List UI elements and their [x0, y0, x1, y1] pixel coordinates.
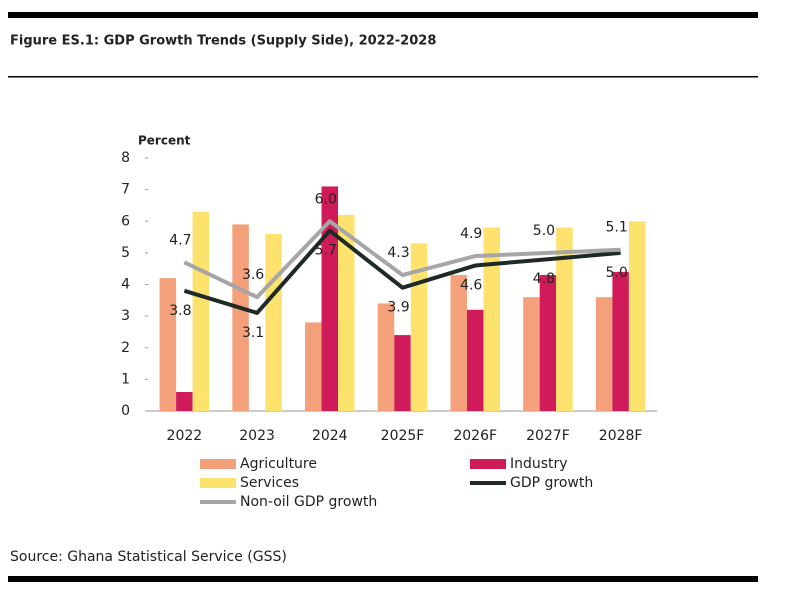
line [183, 219, 621, 300]
bar [377, 303, 395, 411]
x-tick-label: 2027F [526, 428, 570, 444]
bar [338, 214, 355, 411]
bar [612, 271, 629, 411]
data-label: 3.6 [242, 267, 264, 283]
legend-swatch [470, 459, 506, 469]
bar [466, 309, 484, 411]
bar [192, 211, 210, 411]
x-tick-label: 2022 [167, 428, 203, 444]
data-label: 4.3 [387, 245, 409, 261]
x-tick-label: 2023 [239, 428, 275, 444]
bar [539, 275, 557, 411]
data-label: 6.0 [315, 191, 337, 207]
bar [523, 297, 540, 411]
bottom-rule [8, 576, 758, 582]
y-tick-label: 0 [121, 403, 130, 419]
data-label: 3.8 [169, 303, 191, 319]
bar [483, 227, 500, 411]
data-label: 4.7 [169, 232, 191, 248]
data-label: 4.9 [460, 226, 482, 242]
y-tick-label: 3 [121, 308, 130, 324]
y-tick-label: 5 [121, 245, 130, 261]
y-tick-label: 2 [121, 340, 130, 356]
bar [321, 186, 339, 411]
x-tick-label: 2028F [599, 428, 643, 444]
y-tick-label: 6 [121, 213, 130, 229]
x-tick-label: 2025F [381, 428, 425, 444]
legend-label: Agriculture [240, 456, 317, 472]
legend-label: Non-oil GDP growth [240, 494, 377, 510]
bar [159, 278, 177, 411]
legend-swatch [200, 459, 236, 469]
x-tick-label: 2026F [453, 428, 497, 444]
bar [176, 392, 193, 411]
data-label: 4.6 [460, 278, 482, 294]
data-label: 4.8 [533, 271, 555, 287]
title-rule [8, 76, 758, 78]
bar [450, 275, 467, 411]
bar [305, 322, 322, 411]
y-tick-label: 1 [121, 371, 130, 387]
data-label: 3.1 [242, 325, 264, 341]
legend-label: Industry [510, 456, 568, 472]
bar [265, 233, 282, 411]
legend-label: GDP growth [510, 475, 593, 491]
chart-title: Figure ES.1: GDP Growth Trends (Supply S… [10, 34, 436, 49]
bar [394, 335, 411, 411]
y-tick-label: 8 [121, 150, 130, 166]
data-label: 5.7 [315, 243, 337, 259]
data-label: 5.1 [606, 220, 628, 236]
legend-swatch [200, 478, 236, 488]
bar [232, 224, 249, 411]
y-axis-label: Percent [138, 134, 191, 148]
bar [595, 297, 613, 411]
bar [556, 227, 573, 411]
source: Source: Ghana Statistical Service (GSS) [10, 549, 287, 565]
y-tick-label: 4 [121, 277, 130, 293]
data-label: 5.0 [606, 265, 628, 281]
y-tick-label: 7 [121, 182, 130, 198]
bar [628, 221, 646, 411]
x-tick-label: 2024 [312, 428, 348, 444]
top-rule [8, 12, 758, 18]
line [183, 228, 621, 315]
data-label: 5.0 [533, 223, 555, 239]
data-label: 3.9 [387, 300, 409, 316]
legend-label: Services [240, 475, 299, 491]
